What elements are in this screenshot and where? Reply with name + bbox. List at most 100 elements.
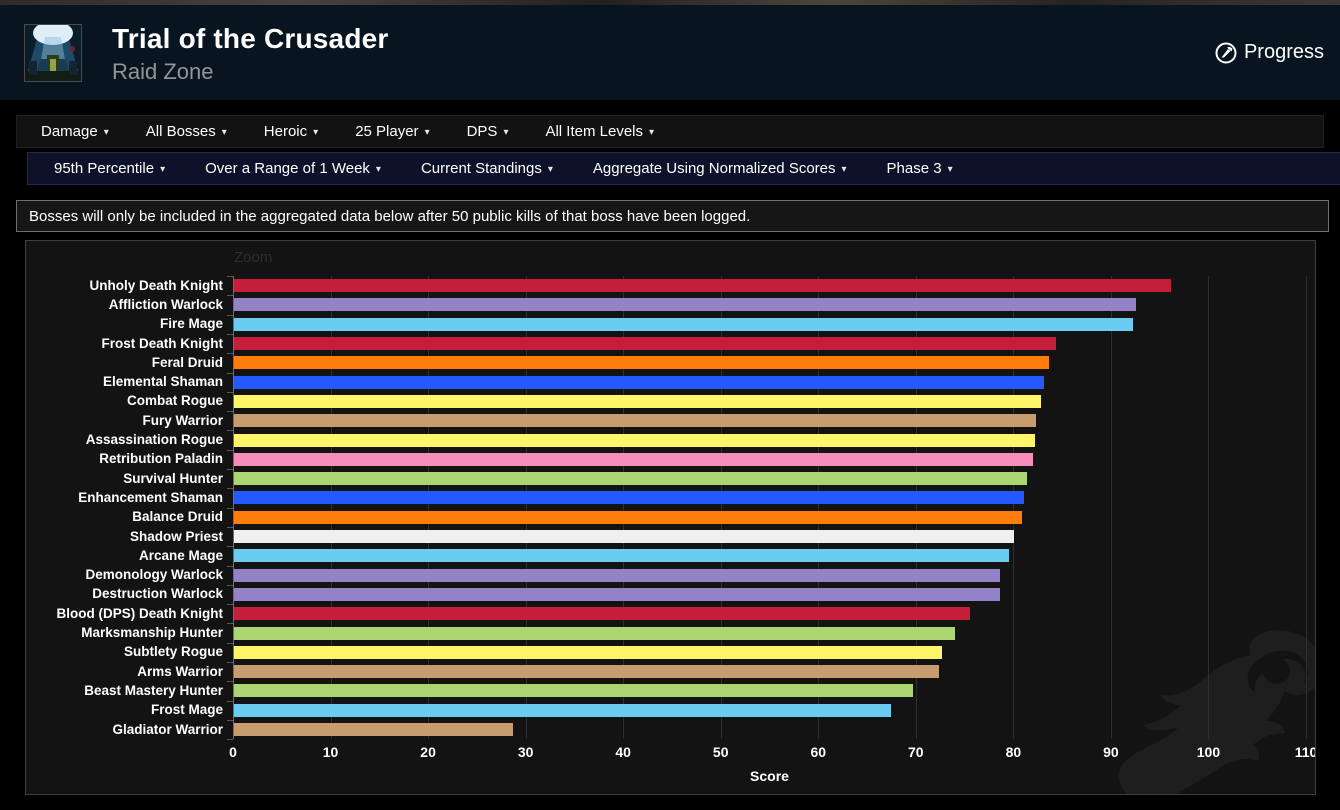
category-tick [227, 372, 233, 374]
bar-marksmanship-hunter[interactable] [234, 626, 955, 640]
chart-zoom-label[interactable]: Zoom [234, 249, 273, 266]
category-label-feral-druid: Feral Druid [151, 354, 223, 370]
primary-filter-bar: Damage ▾ All Bosses ▾ Heroic ▾ 25 Player ▾ DPS ▾ A… [16, 115, 1324, 148]
category-tick [227, 449, 233, 451]
filter-heroic[interactable]: Heroic ▾ [264, 123, 318, 140]
bar-retribution-paladin[interactable] [234, 452, 1033, 466]
category-tick [227, 700, 233, 702]
filter-label: Aggregate Using Normalized Scores [592, 160, 836, 177]
bar-combat-rogue[interactable] [234, 394, 1041, 408]
top-banner-strip [0, 0, 1340, 5]
caret-down-icon: ▾ [547, 164, 553, 175]
x-axis-tick-label: 100 [1196, 744, 1221, 761]
bar-blood-dps-death-knight[interactable] [234, 607, 971, 621]
caret-down-icon: ▾ [375, 164, 381, 175]
category-label-marksmanship-hunter: Marksmanship Hunter [81, 625, 223, 641]
gridline-50 [720, 276, 722, 740]
bar-enhancement-shaman[interactable] [234, 491, 1025, 505]
bar-frost-mage[interactable] [234, 703, 892, 717]
category-tick [227, 391, 233, 393]
bar-frost-death-knight[interactable] [234, 337, 1057, 351]
bar-arcane-mage[interactable] [234, 549, 1009, 563]
bar-feral-druid[interactable] [234, 356, 1050, 370]
caret-down-icon: ▾ [221, 127, 227, 138]
filter-phase-3[interactable]: Phase 3 ▾ [887, 160, 953, 177]
category-label-survival-hunter: Survival Hunter [123, 470, 223, 486]
bar-arms-warrior[interactable] [234, 665, 940, 679]
bar-fury-warrior[interactable] [234, 414, 1036, 428]
gridline-110 [1305, 276, 1307, 740]
category-tick [227, 333, 233, 335]
filter-label: Damage [41, 123, 98, 140]
filter-aggregate-using-normalized-scores[interactable]: Aggregate Using Normalized Scores ▾ [593, 160, 847, 177]
category-tick [227, 276, 233, 277]
bar-fire-mage[interactable] [234, 317, 1134, 331]
category-tick [227, 623, 233, 625]
category-label-balance-druid: Balance Druid [132, 509, 223, 525]
category-label-affliction-warlock: Affliction Warlock [108, 296, 223, 312]
category-label-demonology-warlock: Demonology Warlock [85, 567, 223, 583]
y-axis-line [233, 276, 234, 740]
caret-down-icon: ▾ [103, 127, 109, 138]
gridline-80 [1013, 276, 1015, 740]
filter-label: Current Standings [420, 160, 542, 177]
filter-25-player[interactable]: 25 Player ▾ [355, 123, 429, 140]
caret-down-icon: ▾ [503, 127, 509, 138]
notice-text: Bosses will only be included in the aggr… [29, 207, 751, 225]
category-label-assassination-rogue: Assassination Rogue [85, 432, 223, 448]
bar-elemental-shaman[interactable] [234, 375, 1044, 389]
category-tick [227, 526, 233, 528]
x-axis-title: Score [750, 768, 789, 785]
category-label-frost-death-knight: Frost Death Knight [101, 335, 224, 351]
category-tick [227, 681, 233, 683]
page-title: Trial of the Crusader [112, 23, 389, 54]
filter-95th-percentile[interactable]: 95th Percentile ▾ [54, 160, 165, 177]
bar-beast-mastery-hunter[interactable] [234, 684, 913, 698]
category-tick [227, 739, 233, 741]
x-axis-tick-label: 60 [810, 744, 827, 761]
category-label-beast-mastery-hunter: Beast Mastery Hunter [84, 682, 223, 698]
filter-label: All Bosses [145, 123, 216, 140]
category-label-arms-warrior: Arms Warrior [137, 663, 223, 679]
filter-all-item-levels[interactable]: All Item Levels ▾ [545, 123, 654, 140]
caret-down-icon: ▾ [313, 127, 319, 138]
bar-survival-hunter[interactable] [234, 472, 1028, 486]
notice-banner: Bosses will only be included in the aggr… [16, 200, 1329, 232]
bar-assassination-rogue[interactable] [234, 433, 1035, 447]
filter-all-bosses[interactable]: All Bosses ▾ [146, 123, 227, 140]
category-tick [227, 411, 233, 413]
filter-dps[interactable]: DPS ▾ [467, 123, 509, 140]
category-tick [227, 469, 233, 470]
x-axis-tick-label: 90 [1103, 744, 1119, 761]
bar-affliction-warlock[interactable] [234, 298, 1137, 312]
category-label-enhancement-shaman: Enhancement Shaman [78, 489, 223, 505]
filter-label: Heroic [263, 123, 308, 140]
title-block: Trial of the Crusader Raid Zone [112, 23, 389, 85]
zone-thumbnail [24, 24, 82, 82]
category-tick [227, 488, 233, 490]
filter-current-standings[interactable]: Current Standings ▾ [421, 160, 553, 177]
bar-subtlety-rogue[interactable] [234, 645, 943, 659]
caret-down-icon: ▾ [947, 164, 953, 175]
category-label-gladiator-warrior: Gladiator Warrior [112, 721, 223, 737]
rankings-chart: Zoom 0 10 20 30 40 50 60 70 80 90 100 110 Unholy Dea… [25, 240, 1316, 795]
secondary-filter-bar: 95th Percentile ▾ Over a Range of 1 Week ▾ C… [27, 152, 1340, 185]
bar-demonology-warlock[interactable] [234, 568, 1000, 582]
filter-damage[interactable]: Damage ▾ [41, 123, 109, 140]
x-axis-tick-label: 50 [712, 744, 729, 761]
bar-shadow-priest[interactable] [234, 530, 1015, 544]
category-label-frost-mage: Frost Mage [150, 702, 223, 718]
bar-balance-druid[interactable] [234, 510, 1023, 524]
bar-gladiator-warrior[interactable] [234, 723, 513, 737]
bar-destruction-warlock[interactable] [234, 587, 1000, 601]
category-label-elemental-shaman: Elemental Shaman [102, 374, 223, 390]
caret-down-icon: ▾ [160, 164, 166, 175]
category-tick [227, 507, 233, 509]
category-tick [227, 314, 233, 316]
progress-link[interactable]: Progress [1215, 41, 1324, 64]
category-label-retribution-paladin: Retribution Paladin [99, 451, 223, 467]
bar-unholy-death-knight[interactable] [234, 279, 1172, 293]
category-label-arcane-mage: Arcane Mage [138, 547, 223, 563]
category-tick [227, 662, 233, 663]
filter-over-a-range-of-1-week[interactable]: Over a Range of 1 Week ▾ [205, 160, 381, 177]
